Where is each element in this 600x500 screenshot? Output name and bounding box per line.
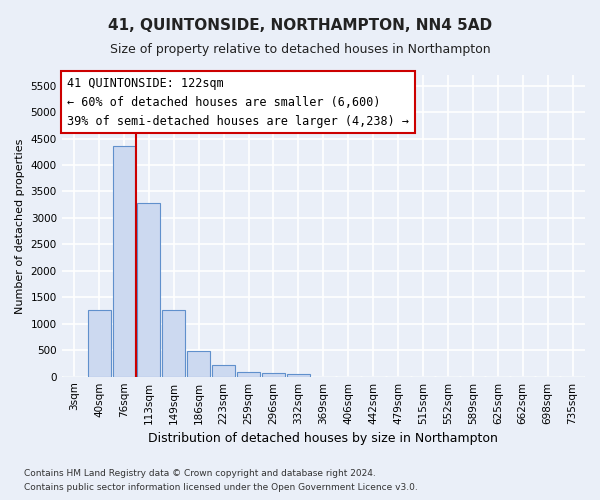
Bar bbox=[237, 372, 260, 376]
Bar bbox=[262, 372, 285, 376]
Bar bbox=[163, 310, 185, 376]
Bar bbox=[137, 202, 160, 376]
Text: Size of property relative to detached houses in Northampton: Size of property relative to detached ho… bbox=[110, 42, 490, 56]
Text: 41, QUINTONSIDE, NORTHAMPTON, NN4 5AD: 41, QUINTONSIDE, NORTHAMPTON, NN4 5AD bbox=[108, 18, 492, 32]
Y-axis label: Number of detached properties: Number of detached properties bbox=[15, 138, 25, 314]
Bar bbox=[113, 146, 136, 376]
Text: Contains public sector information licensed under the Open Government Licence v3: Contains public sector information licen… bbox=[24, 484, 418, 492]
Bar bbox=[88, 310, 110, 376]
Bar bbox=[287, 374, 310, 376]
Text: Contains HM Land Registry data © Crown copyright and database right 2024.: Contains HM Land Registry data © Crown c… bbox=[24, 468, 376, 477]
Text: 41 QUINTONSIDE: 122sqm
← 60% of detached houses are smaller (6,600)
39% of semi-: 41 QUINTONSIDE: 122sqm ← 60% of detached… bbox=[67, 76, 409, 128]
X-axis label: Distribution of detached houses by size in Northampton: Distribution of detached houses by size … bbox=[148, 432, 498, 445]
Bar bbox=[187, 350, 210, 376]
Bar bbox=[212, 364, 235, 376]
